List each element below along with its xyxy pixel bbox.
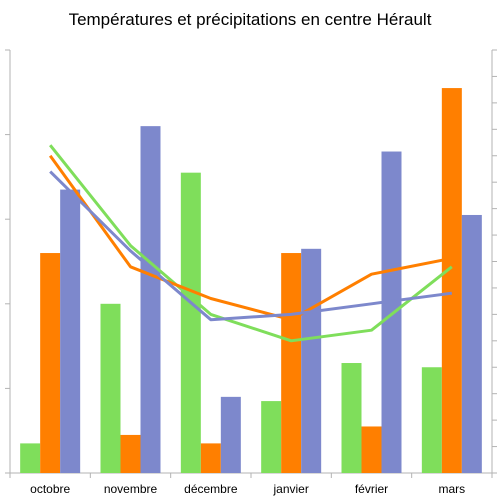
bar	[261, 401, 282, 473]
bar	[301, 248, 322, 473]
bar	[281, 253, 302, 473]
series-line	[49, 170, 452, 322]
chart-axes	[5, 49, 497, 478]
bar	[60, 189, 81, 473]
series-line	[48, 154, 453, 322]
bar	[361, 426, 382, 473]
bar	[100, 303, 121, 473]
bar	[40, 253, 61, 473]
x-tick-label: février	[355, 482, 388, 496]
chart-lines	[48, 144, 453, 343]
chart-title: Températures et précipitations en centre…	[68, 10, 432, 29]
x-tick-label: janvier	[272, 482, 308, 496]
bar	[461, 214, 482, 473]
bar	[180, 172, 201, 474]
bar	[421, 367, 442, 473]
bar	[140, 126, 161, 473]
bar	[20, 443, 41, 473]
bar	[441, 88, 462, 473]
bar	[220, 396, 241, 473]
bar	[341, 363, 362, 473]
series-line	[49, 144, 453, 343]
bar	[381, 151, 402, 473]
x-tick-label: décembre	[184, 482, 238, 496]
bar	[200, 443, 221, 473]
bar	[120, 434, 141, 473]
x-tick-label: octobre	[30, 482, 70, 496]
chart-bars	[20, 88, 482, 474]
x-tick-label: mars	[438, 482, 465, 496]
x-axis-labels: octobre novembre décembre janvier février mar…	[30, 482, 465, 496]
x-tick-label: novembre	[104, 482, 158, 496]
